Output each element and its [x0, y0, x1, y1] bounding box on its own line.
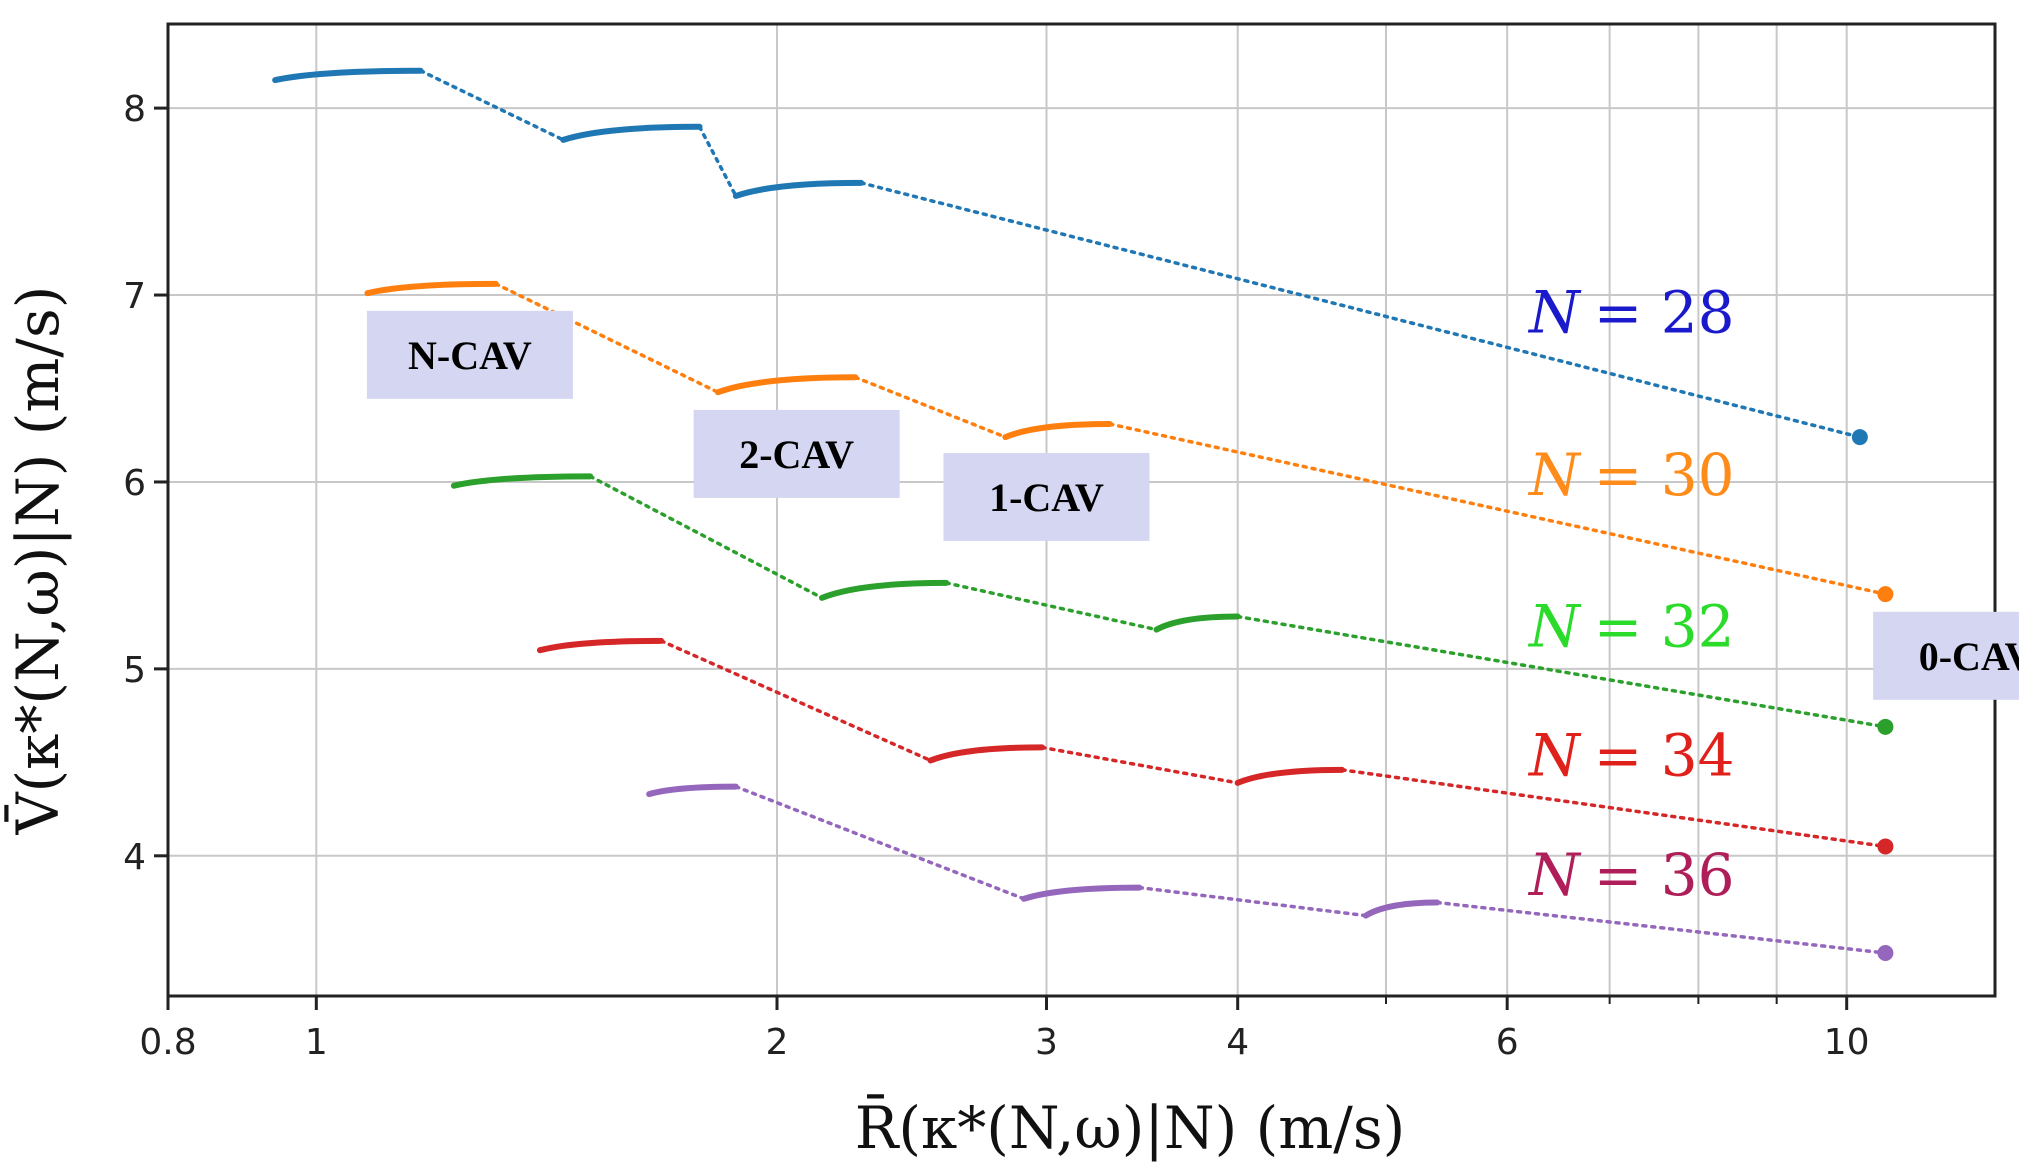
x-tick-label: 6	[1496, 1022, 1519, 1063]
y-tick-label: 5	[123, 650, 146, 691]
end-point-marker	[1877, 586, 1894, 603]
y-tick-label: 8	[123, 89, 146, 130]
annotation-text: N-CAV	[408, 333, 532, 378]
annotation-n-cav: N-CAV	[366, 310, 573, 399]
annotation-box	[693, 409, 900, 498]
series-n34	[536, 637, 1894, 855]
dotted-connector	[1040, 745, 1240, 785]
annotation-box	[366, 310, 573, 399]
series-label: N = 32	[1527, 592, 1735, 660]
series-label-var: N	[1527, 278, 1582, 346]
dotted-connector	[859, 181, 1862, 439]
annotation-1-cav: 1-CAV	[943, 452, 1150, 541]
series-label-value: = 34	[1594, 721, 1735, 789]
series-label: N = 30	[1527, 441, 1735, 509]
annotation-box	[943, 452, 1150, 541]
dotted-connector	[944, 581, 1159, 632]
y-axis-label: V̄(κ*(N,ω)|N) (m/s)	[3, 286, 72, 836]
series-label: N = 34	[1527, 721, 1735, 789]
solid-segment	[818, 579, 950, 601]
dotted-connector	[588, 474, 824, 600]
dotted-connector	[1235, 614, 1888, 729]
dotted-connector	[1108, 422, 1888, 596]
series-label-var: N	[1527, 592, 1582, 660]
x-axis-label: R̄(κ*(N,ω)|N) (m/s)	[855, 1093, 1406, 1162]
solid-segment	[1362, 899, 1441, 919]
x-tick-label: 0.8	[139, 1022, 196, 1063]
annotation-box	[1873, 611, 2019, 700]
solid-segment	[646, 783, 739, 798]
series-label-value: = 36	[1594, 841, 1735, 909]
plot-border	[166, 22, 1997, 998]
series-n30	[364, 280, 1894, 603]
dotted-connector	[1137, 885, 1368, 918]
annotation-0-cav: 0-CAV	[1873, 611, 2019, 700]
y-tick-label: 7	[123, 276, 146, 317]
solid-segment	[560, 123, 703, 143]
axis-ticks: 0.8 1 2 3 4 6 10 4 5 6 7 8	[123, 89, 1870, 1063]
x-tick-label: 3	[1035, 1022, 1058, 1063]
solid-segment	[732, 179, 865, 199]
series-label-value: = 30	[1594, 441, 1735, 509]
series-label-value: = 28	[1594, 278, 1735, 346]
plot-frame	[166, 22, 1997, 998]
annotation-text: 0-CAV	[1919, 634, 2019, 679]
solid-segment	[364, 280, 499, 297]
series-label: N = 36	[1527, 841, 1735, 909]
end-point-marker	[1877, 945, 1894, 962]
solid-segment	[1020, 884, 1143, 902]
dotted-connector	[418, 68, 566, 142]
dotted-connector	[1435, 900, 1888, 955]
solid-segment	[1153, 613, 1241, 633]
solid-segment	[1002, 421, 1113, 441]
series-group	[272, 67, 1894, 962]
x-tick-label: 2	[766, 1022, 789, 1063]
solid-segment	[927, 744, 1046, 764]
dotted-connector	[659, 639, 933, 763]
series-n32	[450, 473, 1894, 735]
dotted-connector	[734, 784, 1026, 901]
dotted-connector	[853, 375, 1008, 439]
series-n36	[646, 783, 1894, 962]
dotted-connector	[494, 282, 720, 394]
series-label-var: N	[1527, 721, 1582, 789]
series-label-var: N	[1527, 441, 1582, 509]
solid-segment	[714, 374, 859, 396]
series-label-value: = 32	[1594, 592, 1735, 660]
dotted-connector	[1340, 768, 1888, 849]
annotation-2-cav: 2-CAV	[693, 409, 900, 498]
solid-segment	[272, 67, 424, 84]
series-label: N = 28	[1527, 278, 1735, 346]
solid-segment	[536, 637, 665, 654]
series-label-var: N	[1527, 841, 1582, 909]
series-n28	[272, 67, 1868, 446]
annotation-text: 2-CAV	[739, 432, 854, 477]
solid-segment	[1234, 766, 1346, 786]
end-point-marker	[1851, 429, 1868, 446]
x-tick-label: 10	[1824, 1022, 1870, 1063]
y-tick-label: 4	[123, 837, 146, 878]
dotted-connector	[697, 125, 738, 198]
x-tick-label: 4	[1226, 1022, 1249, 1063]
cav-annotations: N-CAV 2-CAV 1-CAV 0-CAV	[366, 310, 2019, 700]
y-tick-label: 6	[123, 463, 146, 504]
x-tick-label: 1	[305, 1022, 328, 1063]
end-point-marker	[1877, 838, 1894, 855]
annotation-text: 1-CAV	[989, 475, 1104, 520]
series-labels: N = 28N = 30N = 32N = 34N = 36	[1527, 278, 1735, 909]
end-point-marker	[1877, 718, 1894, 735]
solid-segment	[450, 473, 594, 489]
